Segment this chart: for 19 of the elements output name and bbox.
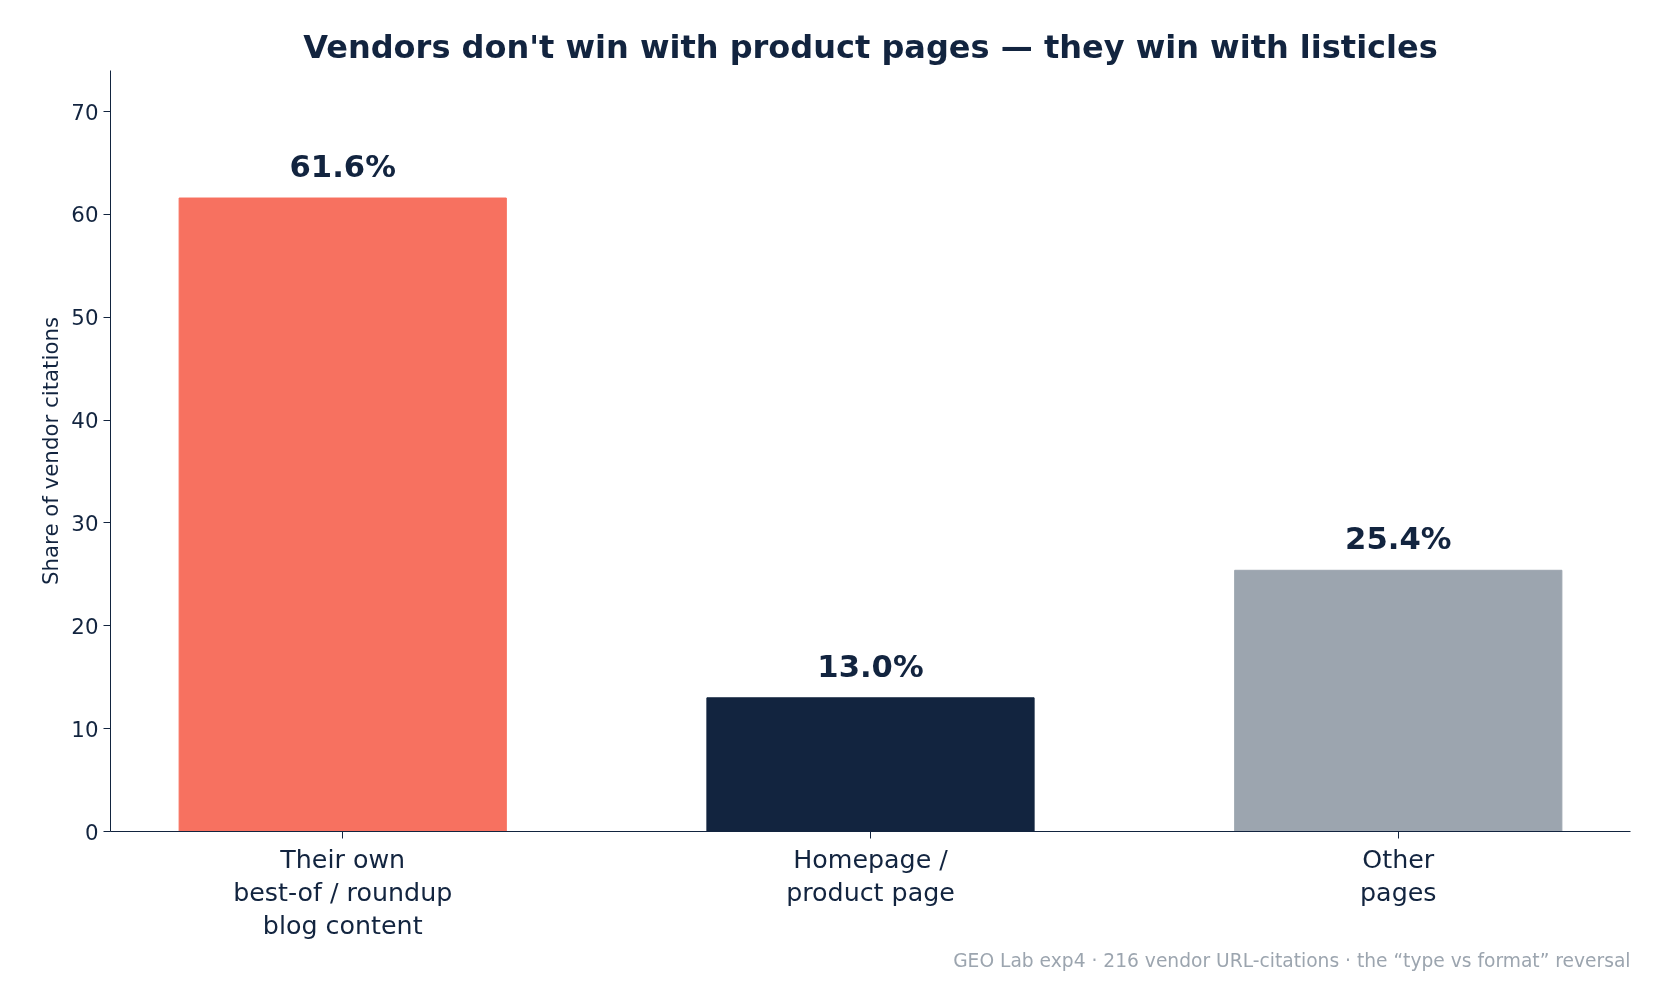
data-label: 13.0% bbox=[817, 648, 924, 684]
text: GEO Lab exp4 · 216 vendor URL-citations · the “type vs format” reversal bbox=[953, 949, 1631, 971]
chart-title: Vendors don't win with product pages — they win with listicles bbox=[303, 27, 1438, 66]
y-tick-label: 70 bbox=[71, 99, 99, 125]
bar bbox=[1234, 569, 1563, 832]
y-tick-label: 0 bbox=[84, 819, 99, 845]
y-tick-label: 20 bbox=[71, 613, 99, 639]
x-tick-label: Homepage / product page bbox=[786, 843, 955, 907]
x-tick-label: Their own best-of / roundup blog content bbox=[233, 843, 453, 940]
y-tick-label: 10 bbox=[71, 716, 99, 742]
data-label: 61.6% bbox=[289, 149, 396, 185]
y-tick-label: 60 bbox=[71, 202, 99, 228]
x-tick-label: Other pages bbox=[1360, 843, 1437, 907]
y-tick-label: 50 bbox=[71, 305, 99, 331]
y-tick-label: 30 bbox=[71, 510, 99, 536]
y-axis-title: Share of vendor citations bbox=[38, 316, 64, 586]
data-label: 25.4% bbox=[1345, 521, 1452, 557]
y-tick-label: 40 bbox=[71, 408, 99, 434]
bar bbox=[178, 197, 507, 832]
